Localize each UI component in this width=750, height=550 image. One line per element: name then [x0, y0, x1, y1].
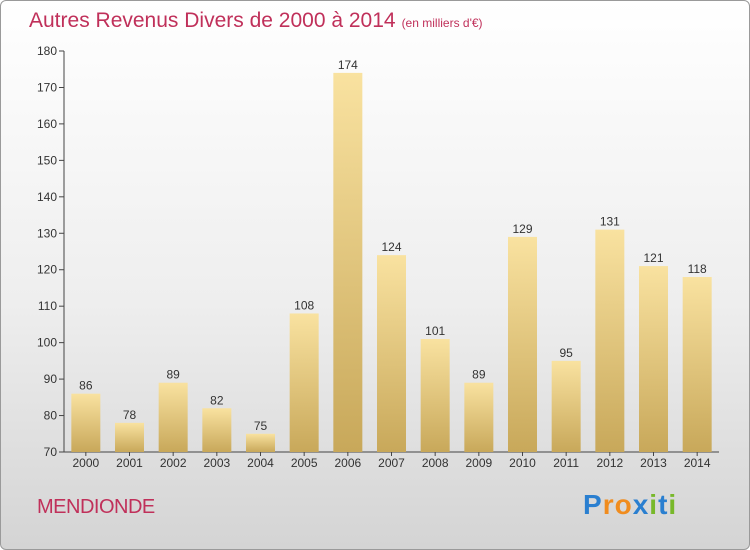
- data-label: 82: [210, 393, 224, 407]
- logo-letter-i: i: [649, 489, 659, 520]
- data-label: 101: [425, 324, 445, 338]
- bar: [71, 393, 101, 452]
- data-label: 75: [254, 419, 268, 433]
- data-label: 95: [559, 346, 573, 360]
- bar: [333, 72, 363, 452]
- chart-title: Autres Revenus Divers de 2000 à 2014 (en …: [29, 9, 483, 33]
- logo-letter-r: r: [602, 489, 615, 520]
- x-tick-label: 2009: [465, 456, 492, 470]
- data-label: 86: [79, 379, 93, 393]
- bars: [71, 72, 712, 452]
- bar: [289, 313, 319, 452]
- data-label: 89: [472, 368, 486, 382]
- x-tick-label: 2001: [116, 456, 143, 470]
- logo-letter-t: t: [658, 489, 669, 520]
- logo-letter-p: P: [583, 489, 603, 520]
- bar: [682, 277, 712, 452]
- x-tick-label: 2005: [291, 456, 318, 470]
- x-tick-label: 2013: [640, 456, 667, 470]
- y-tick-label: 170: [37, 80, 57, 94]
- data-label: 174: [338, 58, 358, 72]
- bar: [508, 236, 537, 452]
- y-tick-label: 140: [37, 190, 57, 204]
- bar: [246, 433, 275, 452]
- data-label: 124: [381, 240, 401, 254]
- y-tick-label: 150: [37, 153, 57, 167]
- bar: [115, 422, 144, 452]
- proxiti-logo: Proxiti: [583, 489, 677, 521]
- y-tick-label: 160: [37, 117, 57, 131]
- data-labels: 86 78 89 82 75 108 174 124 101 89 129 95 131 121 118: [79, 58, 707, 433]
- chart-subtitle: (en milliers d'€): [401, 16, 483, 30]
- y-tick-label: 100: [37, 336, 57, 350]
- x-tick-label: 2006: [334, 456, 361, 470]
- data-label: 118: [688, 262, 707, 276]
- bar: [420, 338, 450, 452]
- y-tick-label: 110: [38, 299, 57, 313]
- data-label: 108: [294, 298, 314, 312]
- data-label: 89: [166, 368, 180, 382]
- y-tick-label: 120: [37, 263, 57, 277]
- x-tick-label: 2008: [422, 456, 449, 470]
- bar: [551, 360, 581, 452]
- y-tick-label: 130: [37, 226, 57, 240]
- bar: [158, 382, 188, 452]
- x-tick-label: 2012: [596, 456, 623, 470]
- x-tick-label: 2004: [247, 456, 274, 470]
- data-label: 121: [643, 251, 663, 265]
- logo-letter-x: x: [632, 489, 650, 520]
- data-label: 129: [512, 222, 532, 236]
- bar: [464, 382, 494, 452]
- logo-letter-o: o: [614, 489, 633, 520]
- x-tick-label: 2003: [203, 456, 230, 470]
- data-label: 131: [600, 215, 620, 229]
- x-tick-label: 2011: [553, 456, 579, 470]
- bar: [377, 255, 406, 452]
- y-tick-label: 180: [37, 44, 57, 58]
- commune-name: MENDIONDE: [37, 496, 155, 518]
- bar: [202, 408, 232, 452]
- y-tick-label: 90: [44, 372, 58, 386]
- x-tick-label: 2010: [509, 456, 536, 470]
- y-tick-label: 70: [44, 445, 58, 459]
- bar: [595, 229, 625, 452]
- logo-letter-i-2: i: [668, 489, 678, 520]
- bar: [639, 266, 668, 452]
- chart-title-text: Autres Revenus Divers de 2000 à 2014: [29, 9, 396, 32]
- x-tick-label: 2000: [72, 456, 99, 470]
- data-label: 78: [123, 408, 137, 422]
- x-tick-label: 2007: [378, 456, 405, 470]
- x-tick-label: 2014: [684, 456, 711, 470]
- y-tick-label: 80: [44, 409, 58, 423]
- x-tick-label: 2002: [160, 456, 187, 470]
